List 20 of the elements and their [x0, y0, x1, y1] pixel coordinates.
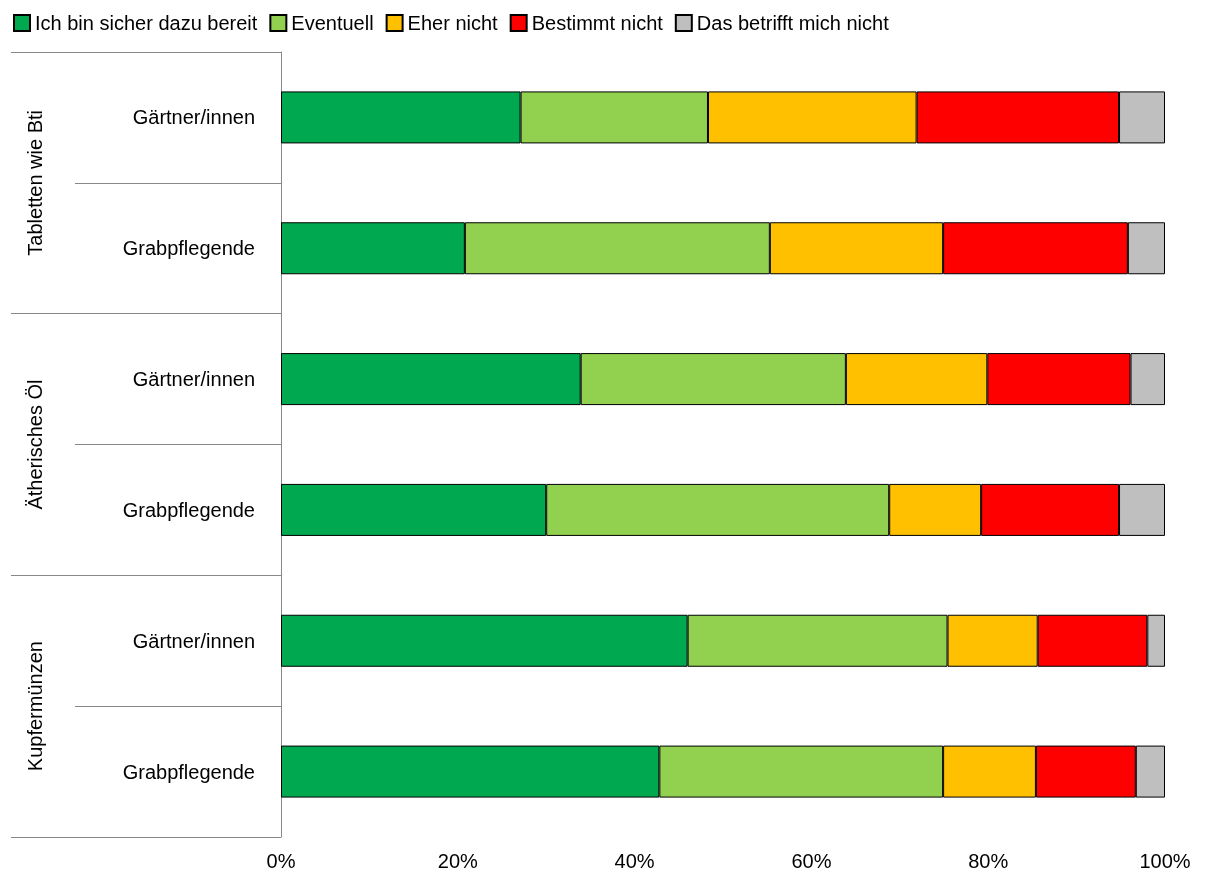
x-tick-label: 40%	[614, 850, 655, 872]
text: Tabletten wie Bti	[24, 110, 46, 256]
x-tick-label: 20%	[437, 850, 479, 872]
legend-label: Eventuell	[291, 12, 374, 34]
y-tick-label: Gärtner/innen	[132, 106, 255, 129]
text: Ätherisches Öl	[24, 379, 46, 510]
legend-label: Ich bin sicher dazu bereit	[35, 12, 258, 34]
x-tick-label: 60%	[791, 850, 832, 872]
y-tick-label: Gärtner/innen	[132, 368, 255, 391]
text: Kupfermünzen	[24, 641, 46, 772]
legend-label: Eher nicht	[407, 12, 499, 34]
x-tick-label: 0%	[266, 850, 296, 872]
legend-label: Das betrifft mich nicht	[696, 12, 890, 34]
x-tick-label: 100%	[1139, 850, 1191, 872]
x-tick-label: 80%	[968, 850, 1009, 872]
y-tick-label: Gärtner/innen	[132, 629, 255, 652]
y-tick-label: Grabpflegende	[122, 498, 255, 521]
y-tick-label: Grabpflegende	[122, 237, 255, 260]
y-tick-label: Grabpflegende	[122, 760, 255, 783]
legend-label: Bestimmt nicht	[531, 12, 664, 34]
